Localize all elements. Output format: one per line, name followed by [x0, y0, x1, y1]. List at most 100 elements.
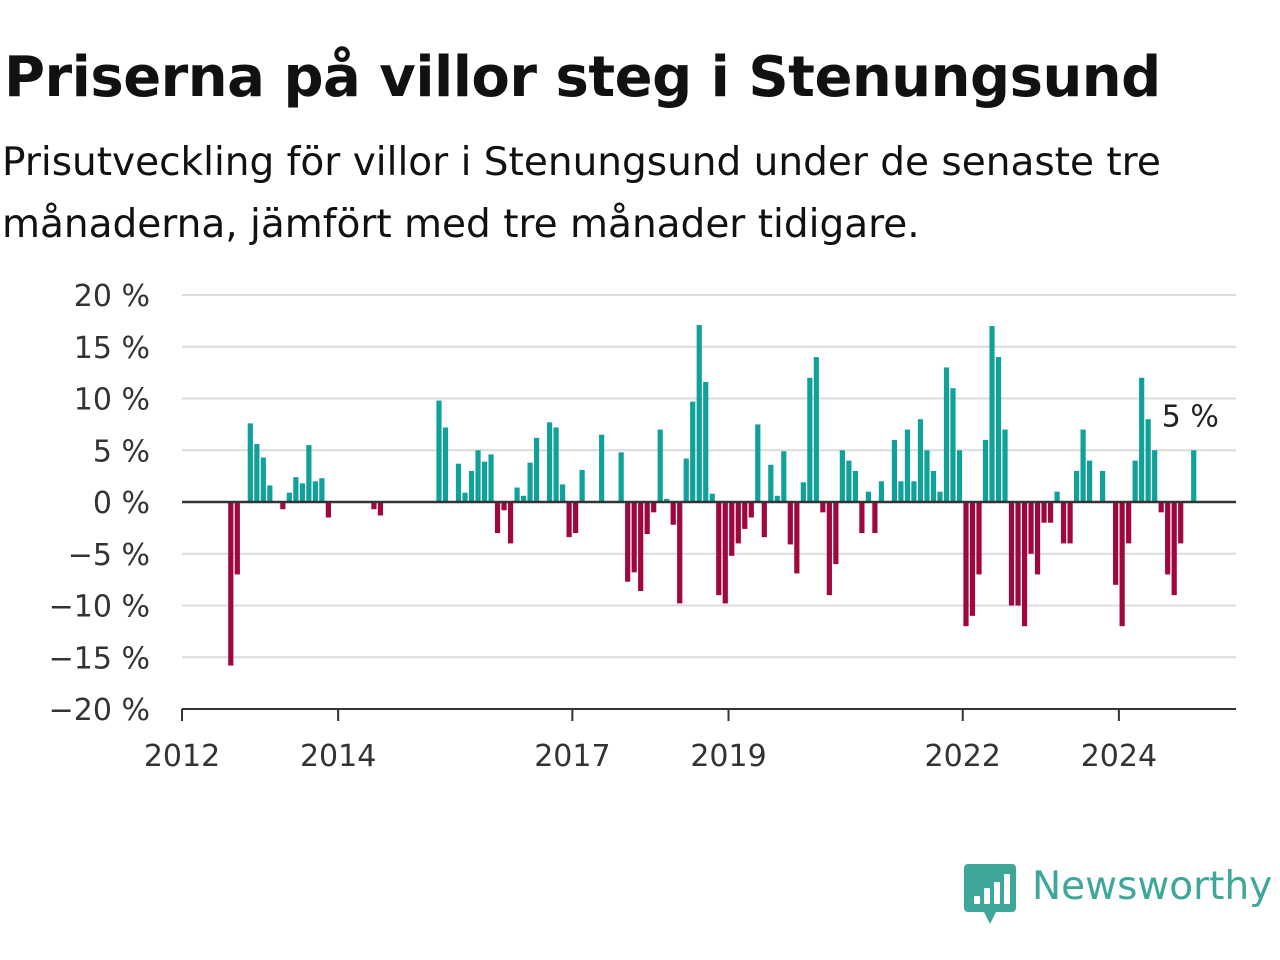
bar — [325, 502, 331, 518]
bar — [989, 326, 995, 502]
bar — [787, 502, 793, 545]
bar — [319, 478, 325, 502]
bar — [286, 492, 292, 502]
bar — [982, 439, 989, 502]
bar — [481, 461, 488, 502]
bar — [1034, 502, 1041, 575]
bar — [1015, 502, 1021, 606]
bar — [599, 434, 605, 502]
bar — [494, 502, 501, 534]
bar — [943, 367, 950, 502]
bar — [631, 502, 637, 573]
bar — [533, 437, 540, 502]
bar — [462, 492, 468, 502]
bar — [995, 357, 1002, 502]
x-tick-label: 2019 — [690, 739, 766, 774]
axes — [181, 500, 1236, 721]
bar — [1191, 450, 1197, 502]
bar — [670, 502, 676, 525]
bar — [677, 502, 683, 604]
bar — [774, 495, 780, 502]
bar — [293, 477, 299, 502]
bar — [852, 470, 858, 502]
bar — [254, 444, 260, 502]
bar — [1178, 502, 1184, 544]
labels: 20 % 15 % 10 % 5 % 0 % −5 % −10 % −15 % −20 % 201… — [49, 279, 1219, 774]
bar — [234, 502, 240, 575]
y-tick-label: 0 % — [93, 486, 150, 521]
bar — [963, 502, 969, 627]
bar — [735, 502, 741, 544]
bar — [924, 450, 930, 502]
bar — [807, 377, 813, 502]
bar — [833, 502, 839, 565]
bar — [703, 381, 709, 502]
bar — [950, 388, 956, 502]
bar — [748, 502, 754, 518]
bar — [761, 502, 767, 538]
bar — [1067, 502, 1073, 544]
bar — [527, 462, 533, 502]
bar — [865, 491, 871, 502]
bar — [267, 485, 273, 502]
bar — [859, 502, 865, 534]
bar — [1119, 502, 1125, 627]
bar — [956, 450, 963, 502]
bar — [800, 482, 806, 502]
bar — [488, 454, 494, 502]
bar — [1002, 429, 1008, 502]
bar — [820, 502, 826, 513]
bar — [1113, 502, 1119, 585]
bar — [1008, 502, 1015, 606]
bar — [651, 502, 657, 513]
y-tick-label: 5 % — [93, 434, 150, 469]
bars — [228, 325, 1197, 666]
y-tick-label: 20 % — [74, 279, 150, 314]
bar — [547, 422, 553, 502]
x-tick-label: 2017 — [534, 739, 610, 774]
bar — [260, 457, 266, 502]
bar — [1021, 502, 1028, 627]
y-tick-label: 15 % — [74, 331, 150, 366]
bar — [917, 419, 924, 502]
x-tick-label: 2014 — [300, 739, 376, 774]
bar — [644, 502, 650, 535]
bar — [553, 427, 559, 502]
bar — [573, 502, 579, 534]
bar — [755, 424, 761, 503]
bar — [1145, 419, 1151, 502]
bar — [306, 445, 312, 502]
bar — [1054, 491, 1060, 502]
bar — [507, 502, 514, 544]
bar — [794, 502, 800, 574]
bar — [436, 400, 442, 502]
newsworthy-logo-icon — [964, 864, 1016, 924]
bar — [1126, 502, 1132, 544]
bar — [937, 491, 943, 502]
bar — [468, 470, 475, 502]
x-tick-label: 2012 — [144, 739, 220, 774]
bar — [579, 469, 585, 502]
bar — [839, 450, 845, 502]
bar — [1041, 502, 1047, 523]
bar — [638, 502, 644, 592]
y-tick-label: 10 % — [74, 383, 150, 418]
x-tick-label: 2024 — [1081, 739, 1157, 774]
bar — [768, 464, 774, 502]
bar — [898, 481, 904, 502]
bar — [1087, 460, 1093, 502]
x-tick-label: 2022 — [925, 739, 1001, 774]
newsworthy-brand: Newsworthy — [964, 864, 1272, 926]
bar — [878, 481, 885, 502]
bar — [891, 439, 898, 502]
bar — [247, 423, 253, 502]
bar — [1171, 502, 1177, 596]
bar — [976, 502, 982, 575]
brand-name: Newsworthy — [1032, 864, 1273, 909]
chart-subtitle: Prisutveckling för villor i Stenungsund … — [2, 140, 1161, 247]
bar — [826, 502, 832, 596]
bar — [371, 502, 377, 510]
bar — [560, 484, 566, 502]
bar — [1139, 377, 1145, 502]
bar — [520, 495, 527, 502]
